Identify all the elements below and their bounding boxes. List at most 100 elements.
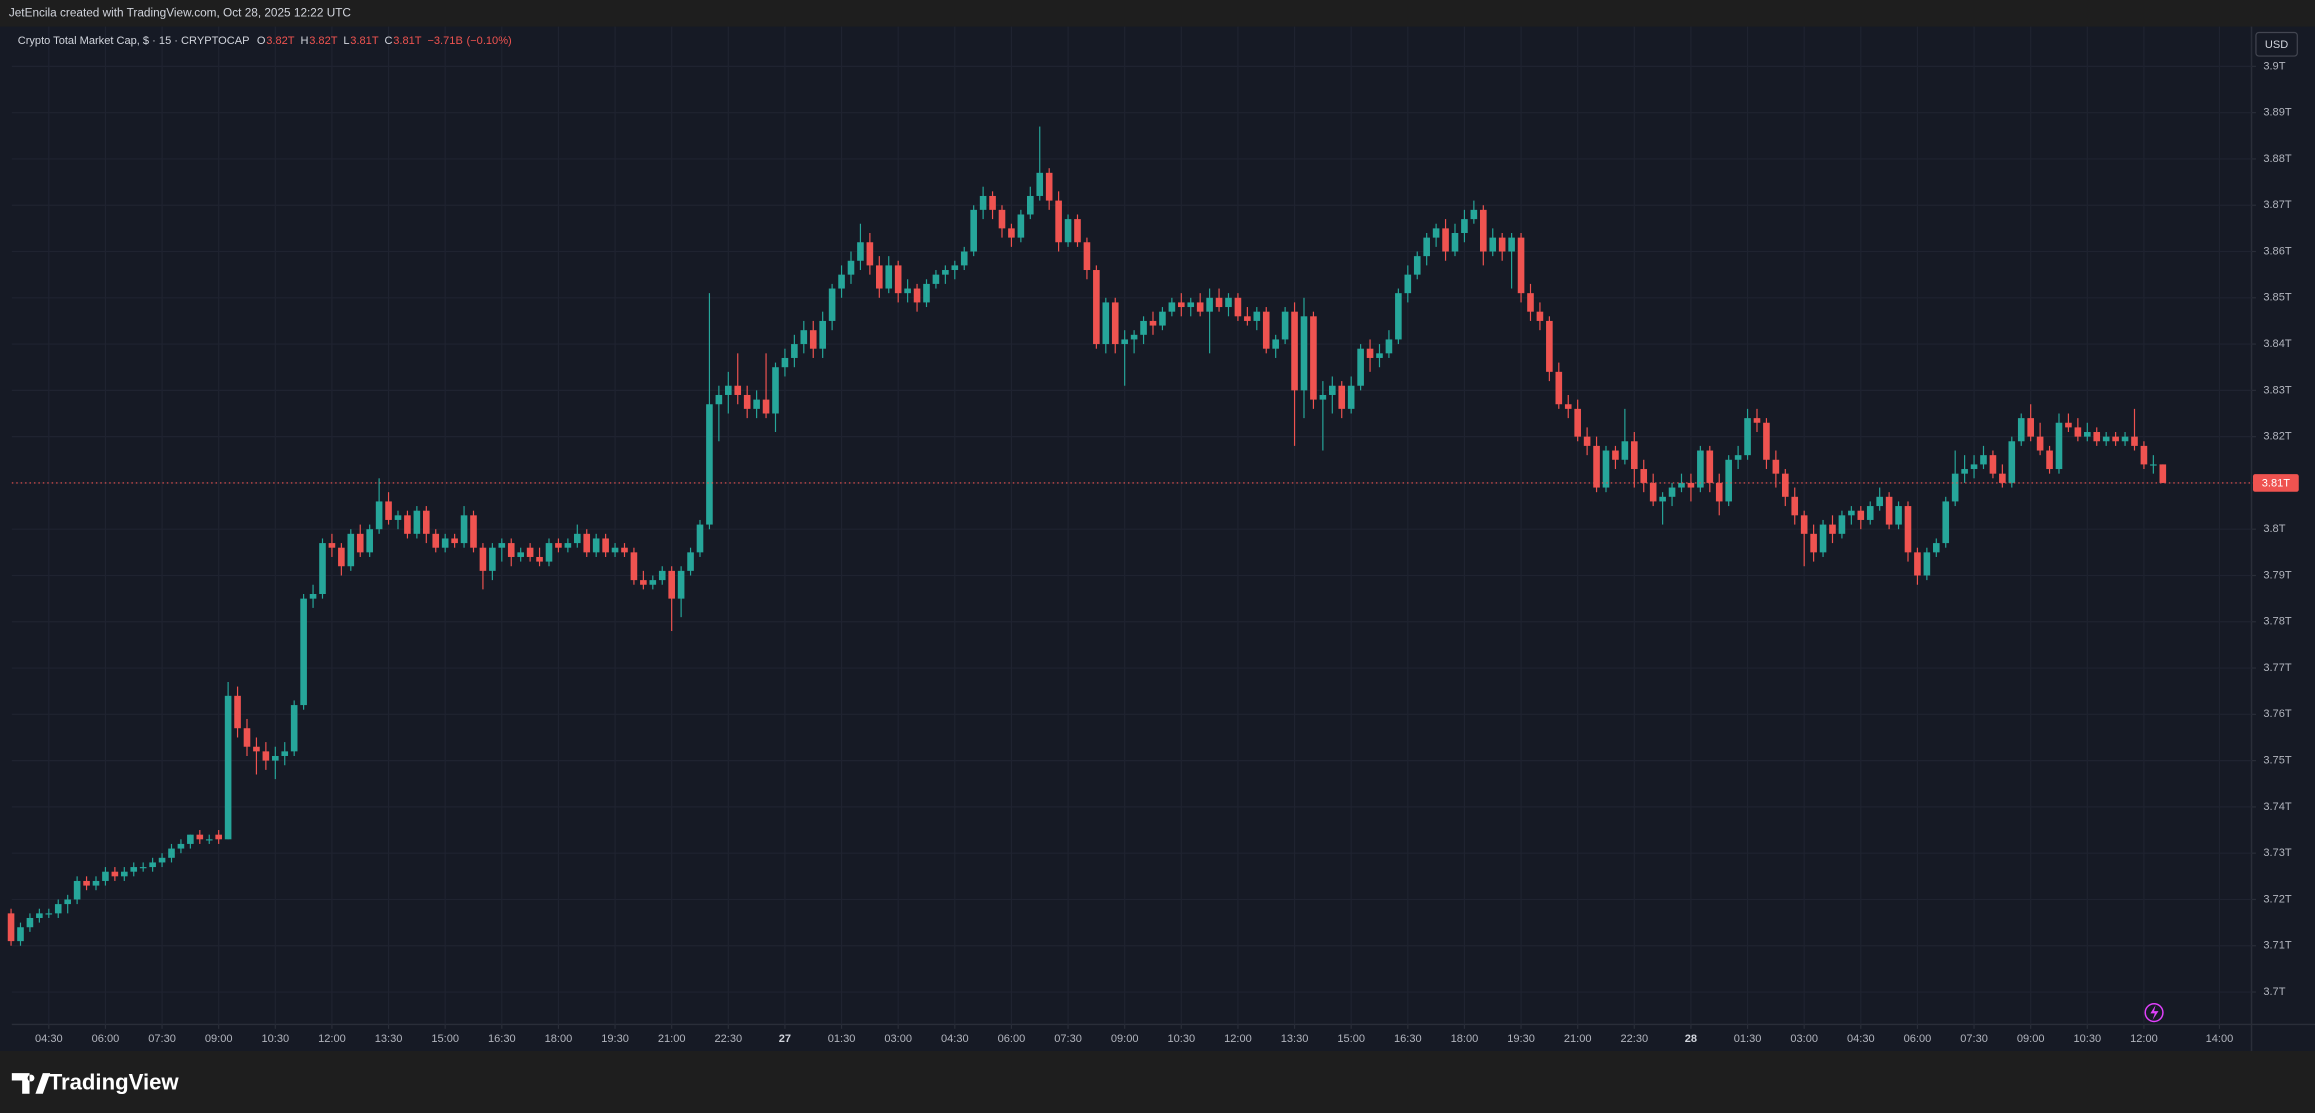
y-tick-label: 3.78T (2263, 616, 2292, 628)
candle-body (743, 394, 751, 409)
y-tick-label: 3.77T (2263, 662, 2292, 674)
x-tick-label: 15:00 (431, 1033, 459, 1045)
x-tick-label: 03:00 (1790, 1033, 1818, 1045)
candle-body (630, 552, 638, 581)
alert-icon[interactable] (2144, 1003, 2164, 1023)
candle-body (1055, 200, 1062, 243)
candle-body (1706, 450, 1714, 483)
candle-body (1027, 195, 1034, 215)
candle-body (205, 839, 213, 841)
candle-body (1178, 302, 1185, 308)
candle-body (894, 265, 902, 294)
candle-body (1404, 274, 1412, 294)
x-tick-label: 22:30 (714, 1033, 742, 1045)
candle-body (1555, 371, 1563, 405)
candle-body (658, 570, 666, 581)
candle-body (17, 927, 24, 942)
candle-body (1470, 209, 1478, 220)
candle-body (904, 288, 911, 294)
candle-body (253, 746, 260, 752)
candle-body (762, 399, 770, 414)
candle-body (1215, 297, 1223, 308)
candle-body (385, 501, 392, 520)
x-tick-label: 15:00 (1337, 1033, 1365, 1045)
candle-body (715, 394, 723, 405)
candle-body (2083, 432, 2091, 437)
candle-body (1300, 316, 1308, 391)
candle-body (281, 751, 289, 756)
candle-body (1008, 228, 1015, 238)
candle-body (1564, 404, 1572, 409)
candle-body (1281, 311, 1289, 340)
candle-body (857, 242, 864, 261)
candle-body (677, 570, 685, 599)
candle-body (1989, 455, 1997, 474)
alert-icon-bolt (2150, 1005, 2159, 1021)
candle-body (272, 755, 279, 761)
candle-body (1829, 524, 1836, 534)
candle-body (1480, 209, 1487, 252)
candle-body (1753, 418, 1761, 423)
candle-body (489, 547, 496, 571)
candle-body (2017, 418, 2025, 442)
candle-body (640, 580, 647, 585)
x-tick-label: 07:30 (1960, 1033, 1988, 1045)
currency-label[interactable]: USD (2265, 39, 2288, 51)
candle-body (404, 515, 411, 534)
candle-body (2112, 436, 2119, 442)
candle-body (1376, 353, 1383, 358)
candle-body (2055, 422, 2063, 470)
candle-body (1772, 459, 1780, 474)
candle-body (819, 320, 826, 349)
candle-body (168, 848, 175, 858)
x-tick-label: 04:30 (941, 1033, 969, 1045)
x-tick-label: 19:30 (601, 1033, 629, 1045)
candle-body (1234, 297, 1242, 317)
x-tick-label: 03:00 (884, 1033, 912, 1045)
candle-body (1121, 339, 1128, 345)
currency-button[interactable] (2255, 31, 2298, 57)
candle-body (951, 265, 959, 271)
legend-value: 3.82T (309, 35, 338, 47)
candle-body (1225, 297, 1232, 308)
y-tick-label: 3.86T (2263, 245, 2292, 257)
candle-body (215, 834, 222, 840)
candle-body (1168, 302, 1176, 312)
candle-body (1810, 533, 1817, 553)
x-tick-label: 09:00 (2017, 1033, 2045, 1045)
candle-body (1848, 510, 1855, 516)
candle-body (1932, 543, 1940, 553)
candle-body (1442, 228, 1449, 252)
candle-body (111, 871, 119, 877)
candle-body (772, 367, 779, 414)
x-tick-label: 21:00 (1564, 1033, 1592, 1045)
x-tick-label: 06:00 (998, 1033, 1026, 1045)
candle-body (1574, 408, 1581, 437)
candle-body (2065, 422, 2072, 428)
y-tick-label: 3.89T (2263, 107, 2292, 119)
y-tick-label: 3.72T (2263, 893, 2292, 905)
candle-body (1980, 455, 1987, 465)
candle-body (706, 404, 713, 525)
x-tick-label: 06:00 (92, 1033, 120, 1045)
candle-body (1149, 320, 1157, 326)
candle-body (234, 695, 241, 729)
candle-body (1517, 237, 1525, 294)
y-tick-label: 3.83T (2263, 384, 2292, 396)
candle-body (1999, 473, 2006, 483)
candle-body (1895, 506, 1902, 525)
candle-body (1649, 482, 1657, 502)
marks (7, 126, 2167, 946)
candle-body (149, 862, 156, 868)
y-tick-label: 3.9T (2263, 60, 2285, 72)
candle-body (64, 899, 71, 905)
candle-body (1659, 496, 1666, 502)
y-tick-label: 3.75T (2263, 755, 2292, 767)
candle-body (83, 880, 90, 886)
x-tick-label: 07:30 (1054, 1033, 1082, 1045)
candle-body (583, 533, 591, 553)
candle-body (290, 705, 298, 752)
x-tick-label: 19:30 (1507, 1033, 1535, 1045)
candle-body (1744, 418, 1751, 456)
y-tick-label: 3.71T (2263, 940, 2292, 952)
